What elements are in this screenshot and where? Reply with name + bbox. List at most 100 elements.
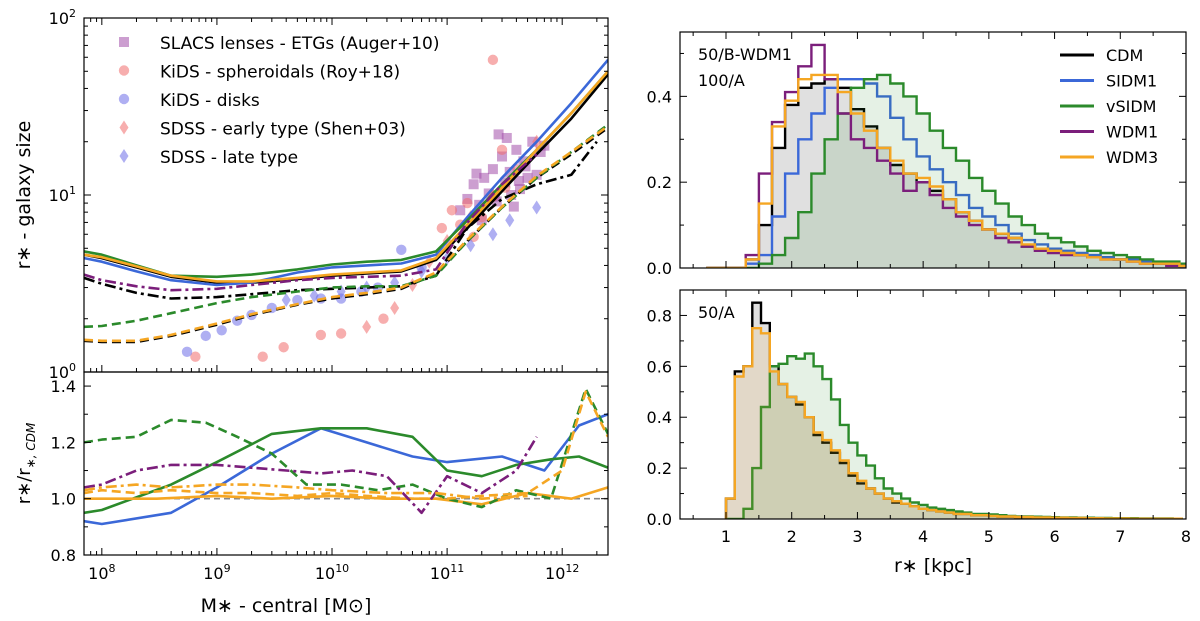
- x-tick-label: 5: [984, 527, 994, 546]
- panel-bottom-left-frame: [83, 371, 609, 556]
- scatter-point: [505, 213, 515, 228]
- x-tick-label: 2: [787, 527, 797, 546]
- scatter-point: [511, 144, 522, 155]
- scatter-point: [362, 319, 372, 334]
- legend-marker: [118, 93, 130, 105]
- y-tick-label: 102: [49, 7, 76, 28]
- x-tick-label: 4: [918, 527, 928, 546]
- scatter-point: [436, 222, 448, 234]
- histogram-fill: [726, 328, 1182, 519]
- scatter-point: [532, 200, 542, 215]
- x-tick-label: 3: [852, 527, 862, 546]
- histogram-fill: [706, 79, 1186, 268]
- scatter-point: [257, 351, 268, 362]
- y-tick-label: 0.4: [647, 408, 672, 427]
- scatter-point: [531, 169, 542, 180]
- legend-marker: [119, 120, 129, 135]
- y-tick-label: 101: [49, 184, 76, 205]
- y-tick-label: 0.2: [647, 459, 672, 478]
- scatter-point: [335, 328, 347, 339]
- scatter-point: [479, 172, 490, 183]
- ratio-line: [84, 390, 608, 500]
- histogram-frame: [679, 289, 1187, 520]
- scatter-point: [493, 129, 504, 140]
- scatter-point: [181, 346, 193, 358]
- series-line: [84, 125, 608, 343]
- legend-label: WDM1: [1106, 123, 1158, 142]
- scatter-point: [278, 342, 289, 353]
- x-tick-label: 109: [203, 562, 230, 583]
- panel-annotation: 100/A: [698, 71, 745, 90]
- x-tick-label: 1: [721, 527, 731, 546]
- scatter-point: [216, 325, 227, 336]
- scatter-point: [501, 132, 512, 143]
- scatter-point: [504, 166, 515, 177]
- x-tick-label: 1012: [545, 562, 579, 583]
- scatter-point: [396, 244, 407, 256]
- legend-marker: [119, 149, 129, 163]
- scatter-point: [455, 205, 466, 216]
- scatter-point: [468, 179, 479, 190]
- scatter-point: [487, 164, 498, 175]
- y-tick-label: 0.0: [647, 510, 672, 529]
- legend-label: SDSS - late type: [160, 148, 298, 168]
- histogram-fill: [726, 302, 1182, 519]
- legend-label: SLACS lenses - ETGs (Auger+10): [160, 34, 439, 54]
- x-tick-label: 7: [1115, 527, 1125, 546]
- legend-label: CDM: [1106, 46, 1143, 65]
- histogram-fill: [706, 74, 1186, 268]
- histogram-frame: [679, 31, 1187, 269]
- x-tick-label: 108: [88, 562, 115, 583]
- scatter-point: [292, 294, 303, 306]
- x-tick-label: 8: [1181, 527, 1191, 546]
- series-line: [84, 153, 538, 292]
- y-tick-label: 0.4: [647, 87, 672, 106]
- y-tick-label: 1.2: [51, 433, 76, 452]
- scatter-point: [508, 201, 519, 212]
- legend-label: SDSS - early type (Shen+03): [160, 120, 406, 140]
- histogram-step: [706, 78, 1186, 268]
- ratio-line: [84, 427, 608, 515]
- series-line: [84, 59, 608, 287]
- histogram-step: [706, 73, 1186, 268]
- legend-label: KiDS - disks: [160, 91, 260, 111]
- legend-label: SIDM1: [1106, 72, 1157, 91]
- ratio-line: [84, 412, 608, 526]
- x-axis-label: M∗ - central [M⊙]: [201, 595, 372, 617]
- scatter-point: [378, 313, 389, 324]
- scatter-point: [513, 175, 524, 186]
- y-axis-label: r∗/r∗, CDM: [14, 422, 38, 504]
- y-tick-label: 0.8: [647, 306, 672, 325]
- series-line: [84, 123, 608, 329]
- histogram-step: [706, 73, 1186, 268]
- legend-label: vSIDM: [1106, 97, 1156, 116]
- y-tick-label: 0.2: [647, 173, 672, 192]
- y-tick-label: 0.8: [51, 546, 76, 565]
- panel-annotation: 50/B-WDM1: [698, 45, 792, 64]
- ratio-line: [84, 486, 608, 506]
- scatter-point: [497, 151, 508, 162]
- scatter-point: [309, 288, 319, 303]
- y-tick-label: 0.0: [647, 259, 672, 278]
- y-tick-label: 1.4: [51, 377, 76, 396]
- scatter-point: [190, 351, 201, 362]
- x-axis-label: r∗ [kpc]: [894, 555, 972, 577]
- scatter-point: [446, 205, 458, 216]
- legend-marker: [119, 37, 129, 47]
- histogram-fill: [726, 353, 1182, 519]
- scatter-point: [488, 227, 498, 242]
- scatter-point: [471, 168, 482, 179]
- ratio-line: [84, 387, 608, 509]
- scatter-point: [487, 54, 499, 66]
- y-tick-label: 100: [49, 361, 76, 382]
- y-tick-label: 1.0: [51, 490, 76, 509]
- scatter-point: [281, 293, 291, 308]
- ratio-line: [84, 436, 538, 515]
- histogram-step: [724, 327, 1183, 519]
- x-tick-label: 1011: [430, 562, 464, 583]
- scatter-point: [200, 330, 211, 342]
- scatter-point: [496, 144, 508, 156]
- y-axis-label: r∗ - galaxy size: [13, 121, 35, 270]
- legend-marker: [118, 65, 130, 76]
